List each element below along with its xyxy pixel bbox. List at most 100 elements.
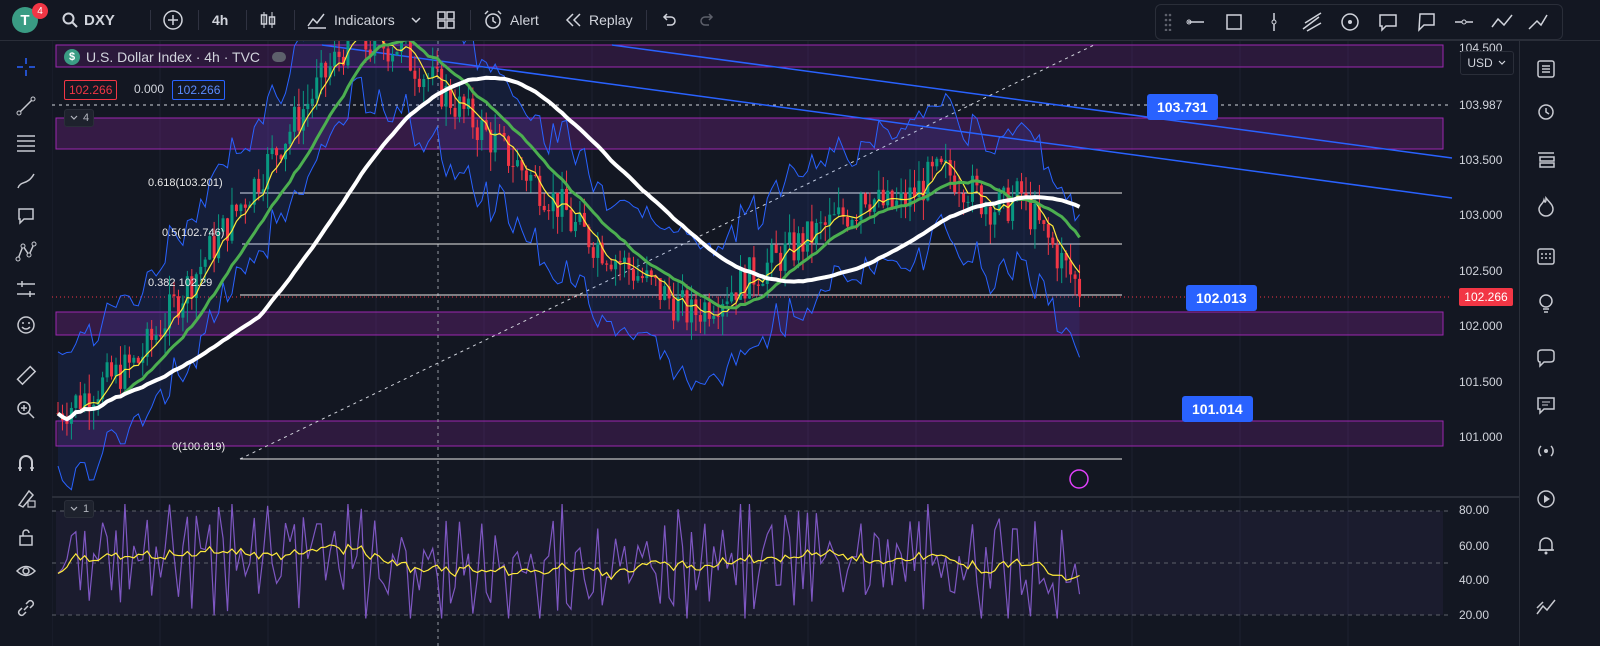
candle-body xyxy=(930,161,934,167)
chart-legend-title[interactable]: $ U.S. Dollar Index · 4h · TVC xyxy=(64,49,287,65)
rsi-axis-label: 40.00 xyxy=(1459,573,1490,587)
zoom-in-icon[interactable] xyxy=(14,398,38,422)
link-icon[interactable] xyxy=(14,596,38,620)
candle-body xyxy=(1020,181,1024,194)
play-icon[interactable] xyxy=(1534,487,1558,511)
bell-icon[interactable] xyxy=(1534,533,1558,557)
price-callout-upper[interactable]: 103.731 xyxy=(1147,94,1218,120)
candle-body xyxy=(739,268,743,300)
pattern-icon[interactable] xyxy=(14,240,38,264)
rsi-pane-toggle[interactable]: 1 xyxy=(64,500,95,518)
callout-icon[interactable] xyxy=(1414,10,1438,34)
price-callout-lower[interactable]: 101.014 xyxy=(1182,396,1253,422)
candle-body xyxy=(301,109,305,131)
compare-button[interactable] xyxy=(162,8,184,32)
notes-icon[interactable] xyxy=(1534,393,1558,417)
candle-body xyxy=(538,175,542,206)
list-icon[interactable] xyxy=(1534,147,1558,171)
ruler-icon[interactable] xyxy=(14,363,38,387)
divider xyxy=(470,10,471,30)
text-icon[interactable] xyxy=(14,204,38,228)
lock-drawing-icon[interactable] xyxy=(14,486,38,510)
timeframe-button[interactable]: 4h xyxy=(212,8,228,32)
eye-icon[interactable] xyxy=(14,559,38,583)
candle-body xyxy=(154,334,158,340)
pitchfork-icon[interactable] xyxy=(1300,10,1324,34)
candle-body xyxy=(457,96,461,117)
chat-icon[interactable] xyxy=(1534,346,1558,370)
trendline-descending-2 xyxy=(611,44,1453,159)
forecast-icon[interactable] xyxy=(14,277,38,301)
circle-icon[interactable] xyxy=(1338,10,1362,34)
candle-body xyxy=(1028,196,1032,230)
candle-body xyxy=(676,297,680,321)
rectangle-icon[interactable] xyxy=(1222,10,1246,34)
rsi-pane-count: 1 xyxy=(83,503,90,515)
magnet-icon[interactable] xyxy=(14,451,38,475)
lock-icon[interactable] xyxy=(14,525,38,549)
drag-handle-icon[interactable] xyxy=(1164,13,1172,31)
symbol-search[interactable]: DXY xyxy=(62,8,115,32)
divider xyxy=(150,10,151,30)
candle-body xyxy=(1078,278,1082,297)
main-pane-indicators-toggle[interactable]: 4 xyxy=(64,109,95,127)
stream-icon[interactable] xyxy=(1534,439,1558,463)
indicators-dropdown[interactable] xyxy=(410,8,422,32)
horizontal-line-icon[interactable] xyxy=(1452,10,1476,34)
candle-body xyxy=(234,204,238,212)
trendline-icon[interactable] xyxy=(14,94,38,118)
idea-icon[interactable] xyxy=(1534,291,1558,315)
candle-body xyxy=(698,315,702,322)
candle-body xyxy=(721,304,725,317)
line-icon[interactable] xyxy=(1184,10,1208,34)
indicators-button[interactable]: Indicators xyxy=(306,8,395,32)
redo-button[interactable] xyxy=(698,8,716,32)
fib-icon[interactable] xyxy=(14,131,38,155)
candle-body xyxy=(618,260,622,263)
candle-body xyxy=(341,56,345,66)
calendar-icon[interactable] xyxy=(1534,244,1558,268)
candle-body xyxy=(493,132,497,153)
candle-body xyxy=(194,274,198,298)
watchlist-icon[interactable] xyxy=(1534,57,1558,81)
alert-button[interactable]: Alert xyxy=(482,8,539,32)
divider xyxy=(246,10,247,30)
divider xyxy=(646,10,647,30)
path-icon[interactable] xyxy=(1490,10,1514,34)
candle-body xyxy=(877,189,881,200)
candle-body xyxy=(101,377,105,400)
rsi-axis-label: 80.00 xyxy=(1459,503,1490,517)
price-callout-middle[interactable]: 102.013 xyxy=(1186,285,1257,311)
ema-fast-line xyxy=(57,41,1081,420)
crosshair-icon[interactable] xyxy=(14,55,38,79)
candle-body xyxy=(939,158,943,163)
chart-type-button[interactable] xyxy=(258,8,278,32)
candle-body xyxy=(636,276,640,281)
candle-body xyxy=(310,98,314,104)
candle-body xyxy=(324,62,328,78)
layout-button[interactable] xyxy=(436,8,456,32)
alarm-icon[interactable] xyxy=(1534,99,1558,123)
legend-value-spread: 0.000 xyxy=(134,82,165,96)
emoji-icon[interactable] xyxy=(14,313,38,337)
main-pane-count: 4 xyxy=(83,112,90,124)
currency-selector[interactable]: USD xyxy=(1460,51,1514,75)
vertical-line-icon[interactable] xyxy=(1262,10,1286,34)
candle-body xyxy=(524,170,528,181)
brush-icon[interactable] xyxy=(14,169,38,193)
candle-body xyxy=(846,216,850,227)
undo-button[interactable] xyxy=(660,8,678,32)
legend-menu-icon[interactable] xyxy=(272,52,287,62)
candle-body xyxy=(408,41,412,71)
trend-icon[interactable] xyxy=(1526,10,1550,34)
candle-body xyxy=(217,231,221,259)
replay-button[interactable]: Replay xyxy=(563,8,633,32)
chart-canvas[interactable] xyxy=(52,41,1519,646)
candle-body xyxy=(609,264,613,270)
chart-area[interactable]: $ U.S. Dollar Index · 4h · TVC 102.266 0… xyxy=(52,41,1519,646)
ticker-icon[interactable] xyxy=(1534,595,1558,619)
note-icon[interactable] xyxy=(1376,10,1400,34)
hot-icon[interactable] xyxy=(1534,194,1558,218)
candle-body xyxy=(105,362,109,378)
price-axis-label: 102.000 xyxy=(1459,319,1503,333)
